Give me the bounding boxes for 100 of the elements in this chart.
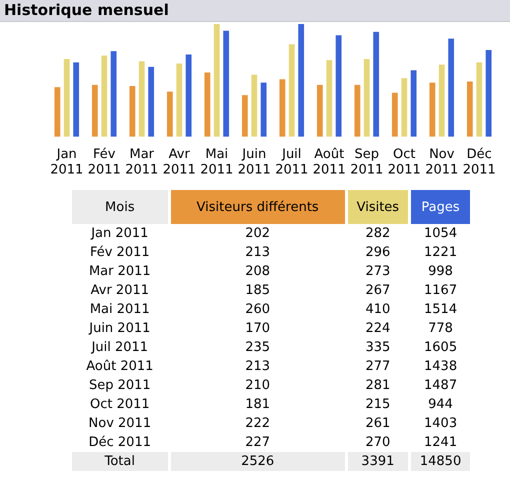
x-tick-label: Nov 2011 [425, 146, 458, 178]
bar [214, 24, 220, 137]
bar [110, 51, 117, 137]
bar [129, 86, 136, 137]
total-cell: 14850 [411, 452, 470, 471]
x-tick-label: Mai 2011 [200, 146, 234, 178]
text: 210 [244, 377, 272, 395]
text: 778 [427, 320, 454, 338]
bar [392, 92, 398, 137]
bar [176, 63, 182, 137]
bar [260, 82, 267, 137]
text: Nov 2011 [88, 415, 152, 433]
x-tick-label: Mar 2011 [125, 146, 158, 178]
text: 215 [364, 396, 392, 414]
bar [223, 30, 230, 137]
bar [298, 24, 304, 137]
text: 202 [244, 225, 272, 243]
text: 1487 [423, 377, 458, 395]
text: Août 2011 [85, 358, 154, 376]
bar [204, 72, 210, 137]
header-cell: Visiteurs différents [170, 190, 345, 224]
text: 944 [427, 396, 454, 414]
header-cell: Visites [348, 190, 408, 224]
bar [354, 84, 360, 137]
total-cell: 3391 [348, 452, 408, 471]
bar [476, 62, 482, 137]
bar [64, 58, 70, 137]
text: 261 [364, 415, 392, 433]
text: 267 [364, 282, 392, 300]
text: 170 [244, 320, 272, 338]
x-tick-label: Juil 2011 [275, 146, 308, 178]
bar [242, 95, 248, 137]
text: Jan 2011 [90, 225, 150, 243]
text: 281 [364, 377, 392, 395]
text: 213 [244, 358, 272, 376]
text: 1241 [423, 434, 458, 452]
text: Avr 2011 [90, 282, 150, 300]
text: 277 [364, 358, 392, 376]
bar [448, 38, 454, 137]
bar [364, 58, 370, 137]
bar [92, 84, 98, 137]
text: Juin 2011 [88, 320, 152, 338]
bar [54, 87, 60, 137]
text: Sep 2011 [88, 377, 152, 395]
bar [166, 92, 173, 137]
text: 1054 [423, 225, 458, 243]
text: 222 [244, 415, 272, 433]
text: 208 [244, 263, 272, 281]
bar [429, 82, 436, 137]
x-tick-label: Déc 2011 [462, 146, 496, 178]
bar [438, 64, 445, 137]
bar [73, 62, 80, 137]
text: Mar 2011 [88, 263, 152, 281]
text: Juil 2011 [90, 339, 150, 357]
bar [279, 79, 286, 137]
total-cell: 2526 [170, 452, 345, 471]
text: 1403 [423, 415, 458, 433]
bar [288, 44, 295, 137]
chart-title: Historique mensuel [0, 0, 510, 22]
x-tick-label: Oct 2011 [388, 146, 421, 178]
header-cell: Pages [411, 190, 470, 224]
text: Mai 2011 [88, 301, 151, 319]
x-tick-label: Sep 2011 [350, 146, 384, 178]
bar [326, 60, 332, 137]
x-tick-label: Août 2011 [312, 146, 346, 178]
bar [138, 61, 145, 137]
bar [486, 50, 492, 137]
text: 235 [244, 339, 272, 357]
text: 181 [244, 396, 272, 414]
text: 1514 [423, 301, 458, 319]
total-cell: Total [72, 452, 168, 471]
bar [101, 56, 108, 137]
text: 273 [364, 263, 392, 281]
text: 213 [244, 244, 272, 262]
text: 227 [244, 434, 272, 452]
header-cell: Mois [72, 190, 168, 224]
bar [186, 54, 192, 137]
bar [401, 78, 408, 137]
x-tick-label: Jan 2011 [50, 146, 84, 178]
text: 335 [364, 339, 392, 357]
text: 270 [364, 434, 392, 452]
text: 1438 [423, 358, 458, 376]
bar [148, 66, 154, 137]
x-tick-label: Avr 2011 [162, 146, 196, 178]
text: 410 [364, 301, 392, 319]
text: Fév 2011 [88, 244, 151, 262]
bar [316, 84, 323, 137]
text: 224 [364, 320, 392, 338]
bar [336, 35, 342, 137]
bar [466, 82, 473, 137]
text: 1221 [423, 244, 458, 262]
text: 998 [427, 263, 454, 281]
text: 282 [364, 225, 392, 243]
text: 296 [364, 244, 392, 262]
text: 260 [244, 301, 272, 319]
x-tick-label: Fév 2011 [88, 146, 121, 178]
bar [410, 70, 417, 137]
text: Déc 2011 [88, 434, 152, 452]
bar [251, 74, 258, 137]
x-tick-label: Juin 2011 [238, 146, 271, 178]
